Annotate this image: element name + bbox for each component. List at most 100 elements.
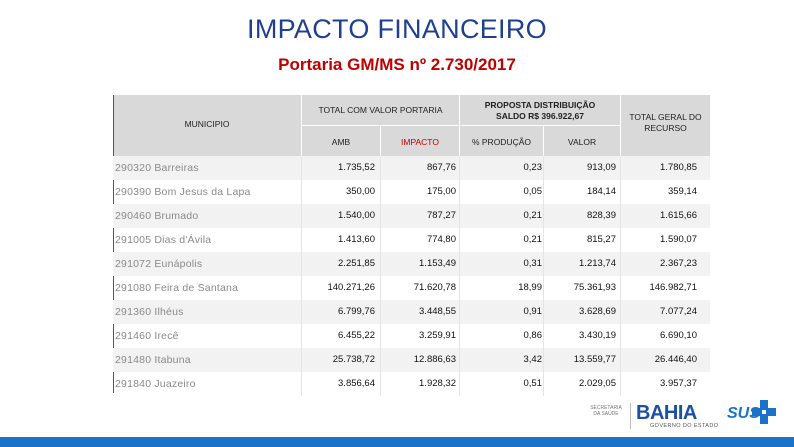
sus-logo: SUS	[727, 405, 760, 422]
header-cell-proposta	[460, 95, 620, 125]
page-title: IMPACTO FINANCEIRO	[247, 14, 547, 44]
bahia-logo: BAHIA	[636, 402, 697, 424]
header-cell-valor	[544, 126, 620, 156]
cell-total: 1.615,66	[660, 210, 697, 221]
cell-amb: 3.856,64	[338, 378, 375, 389]
cell-impacto: 867,76	[426, 162, 456, 173]
column-separator	[301, 204, 302, 228]
column-separator	[459, 156, 460, 180]
column-separator	[543, 348, 544, 372]
cell-total: 359,14	[667, 186, 697, 197]
cell-valor: 75.361,93	[573, 282, 616, 293]
column-separator	[620, 348, 621, 372]
column-separator	[543, 276, 544, 300]
cell-producao: 18,99	[518, 282, 542, 293]
cell-valor: 913,09	[586, 162, 616, 173]
cell-valor: 3.430,19	[579, 330, 616, 341]
column-separator	[380, 156, 381, 180]
cell-amb: 25.738,72	[332, 354, 375, 365]
cell-total: 3.957,37	[660, 378, 697, 389]
column-separator	[380, 348, 381, 372]
column-separator	[301, 228, 302, 252]
cell-impacto: 3.259,91	[419, 330, 456, 341]
cell-valor: 184,14	[586, 186, 616, 197]
column-separator	[620, 300, 621, 324]
column-separator	[380, 372, 381, 396]
cell-amb: 350,00	[345, 186, 375, 197]
column-separator	[380, 276, 381, 300]
column-separator	[301, 252, 302, 276]
cell-impacto: 1.153,49	[419, 258, 456, 269]
column-separator	[620, 372, 621, 396]
column-separator	[459, 204, 460, 228]
cell-total: 6.690,10	[660, 330, 697, 341]
column-separator	[543, 228, 544, 252]
column-separator	[380, 300, 381, 324]
column-separator	[301, 324, 302, 348]
cell-municipio: 291080 Feira de Santana	[115, 282, 239, 294]
column-separator	[543, 372, 544, 396]
cell-producao: 0,21	[523, 234, 543, 245]
table-row: 290320 Barreiras 1.735,52 867,76 0,23 913,09…	[113, 156, 710, 180]
cell-impacto: 71.620,78	[413, 282, 456, 293]
column-separator	[380, 180, 381, 204]
column-separator	[620, 180, 621, 204]
cell-impacto: 774,80	[426, 234, 456, 245]
table-row: 291840 Juazeiro 3.856,64 1.928,32 0,51 2.029…	[113, 372, 710, 396]
column-separator	[543, 252, 544, 276]
column-separator	[459, 276, 460, 300]
column-separator	[459, 300, 460, 324]
cell-valor: 2.029,05	[579, 378, 616, 389]
table-row: 291460 Irecê 6.455,22 3.259,91 0,86 3.430,19…	[113, 324, 710, 348]
cell-valor: 828,39	[586, 210, 616, 221]
column-separator	[543, 180, 544, 204]
cell-amb: 2.251,85	[338, 258, 375, 269]
page-subtitle: Portaria GM/MS nº 2.730/2017	[278, 55, 516, 74]
column-separator	[543, 156, 544, 180]
column-separator	[301, 276, 302, 300]
column-separator	[459, 348, 460, 372]
cell-valor: 815,27	[586, 234, 616, 245]
cell-amb: 6.799,76	[338, 306, 375, 317]
cell-producao: 0,51	[523, 378, 543, 389]
table-row: 291080 Feira de Santana 140.271,26 71.620,…	[113, 276, 710, 300]
column-separator	[380, 204, 381, 228]
header-amb-label: AMB	[331, 137, 351, 147]
header-municipio-label: MUNICIPIO	[184, 119, 230, 129]
cell-municipio: 291840 Juazeiro	[115, 378, 196, 390]
cell-valor: 1.213,74	[579, 258, 616, 269]
column-separator	[459, 324, 460, 348]
cell-total: 2.367,23	[660, 258, 697, 269]
cell-total: 7.077,24	[660, 306, 697, 317]
cell-impacto: 12.886,63	[413, 354, 456, 365]
header-cell-producao	[460, 126, 543, 156]
column-separator	[301, 348, 302, 372]
column-separator	[620, 252, 621, 276]
cell-amb: 1.540,00	[338, 210, 375, 221]
cell-impacto: 175,00	[426, 186, 456, 197]
table-row: 291072 Eunápolis 2.251,85 1.153,49 0,31 1.21…	[113, 252, 710, 276]
cell-producao: 0,05	[523, 186, 543, 197]
column-separator	[620, 276, 621, 300]
cell-municipio: 291072 Eunápolis	[115, 258, 203, 270]
cell-municipio: 291460 Irecê	[115, 330, 179, 342]
cell-producao: 0,91	[523, 306, 543, 317]
header-cell-amb	[302, 126, 380, 156]
secretaria-saude-logo: SECRETARIA DA SAÚDE	[590, 405, 622, 417]
cell-valor: 13.559,77	[573, 354, 616, 365]
header-total-portaria-label: TOTAL COM VALOR PORTARIA	[318, 105, 443, 115]
header-impacto-label: IMPACTO	[401, 137, 439, 147]
cell-total: 26.446,40	[654, 354, 697, 365]
column-separator	[380, 228, 381, 252]
sus-cross-icon	[752, 400, 776, 424]
column-separator	[459, 228, 460, 252]
table-row: 290460 Brumado 1.540,00 787,27 0,21 828,39 1.…	[113, 204, 710, 228]
header-total-geral-label: TOTAL GERAL DO RECURSO	[629, 112, 702, 133]
header-producao-label: % PRODUÇÃO	[471, 137, 532, 147]
cell-producao: 0,86	[523, 330, 543, 341]
column-separator	[543, 324, 544, 348]
table-row: 291005 Dias d'Ávila 1.413,60 774,80 0,21 815…	[113, 228, 710, 252]
cell-municipio: 291005 Dias d'Ávila	[115, 234, 212, 246]
column-separator	[301, 156, 302, 180]
bahia-logo-subtitle: GOVERNO DO ESTADO	[650, 423, 719, 429]
